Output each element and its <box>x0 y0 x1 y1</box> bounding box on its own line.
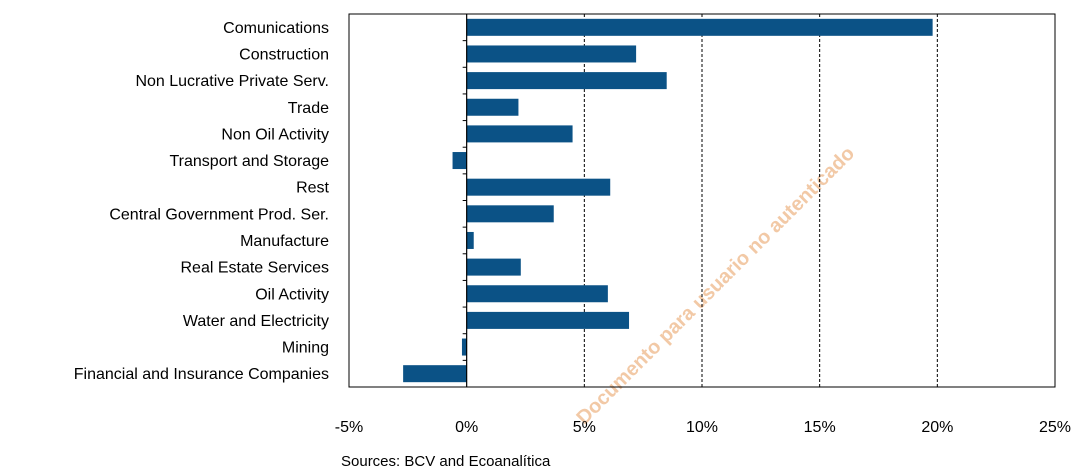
gridlines <box>462 13 938 388</box>
category-label: Oil Activity <box>255 286 329 303</box>
x-tick-label: -5% <box>335 419 363 436</box>
category-label: Mining <box>282 340 329 357</box>
bar <box>403 365 467 383</box>
plot-frame <box>348 13 1056 388</box>
bar <box>466 205 554 223</box>
category-label: Construction <box>239 46 329 63</box>
bars <box>403 18 933 383</box>
category-label: Manufacture <box>240 233 329 250</box>
category-label: Transport and Storage <box>170 153 330 170</box>
category-label: Central Government Prod. Ser. <box>109 206 329 223</box>
source-note: Sources: BCV and Ecoanalítica <box>341 453 551 470</box>
x-tick-label: 0% <box>455 419 478 436</box>
bar <box>466 45 637 63</box>
x-tick-labels: -5% 0% 5% 10% 15% 20% 25% <box>335 419 1071 436</box>
category-label: Financial and Insurance Companies <box>74 366 329 383</box>
category-label: Real Estate Services <box>180 260 329 277</box>
bar <box>466 98 519 116</box>
bar <box>461 338 467 356</box>
category-label: Non Lucrative Private Serv. <box>135 73 329 90</box>
bar <box>452 152 467 170</box>
bar <box>466 285 608 303</box>
category-label: Water and Electricity <box>183 313 329 330</box>
x-tick-label: 15% <box>804 419 836 436</box>
x-tick-label: 10% <box>686 419 718 436</box>
bar <box>466 125 573 143</box>
category-label: Comunications <box>223 20 329 37</box>
bar <box>466 72 667 90</box>
watermark: Documento para usuario no autenticado <box>572 142 859 429</box>
x-tick-label: 20% <box>921 419 953 436</box>
bar <box>466 258 521 276</box>
x-tick-label: 25% <box>1039 419 1071 436</box>
bar <box>466 311 630 329</box>
category-label: Rest <box>296 180 329 197</box>
bar <box>466 178 611 196</box>
bar <box>466 231 474 249</box>
category-label: Trade <box>288 100 329 117</box>
category-labels: Comunications Construction Non Lucrative P… <box>74 20 330 383</box>
category-label: Non Oil Activity <box>221 126 329 143</box>
x-tick-label: 5% <box>573 419 596 436</box>
bar <box>466 18 933 36</box>
